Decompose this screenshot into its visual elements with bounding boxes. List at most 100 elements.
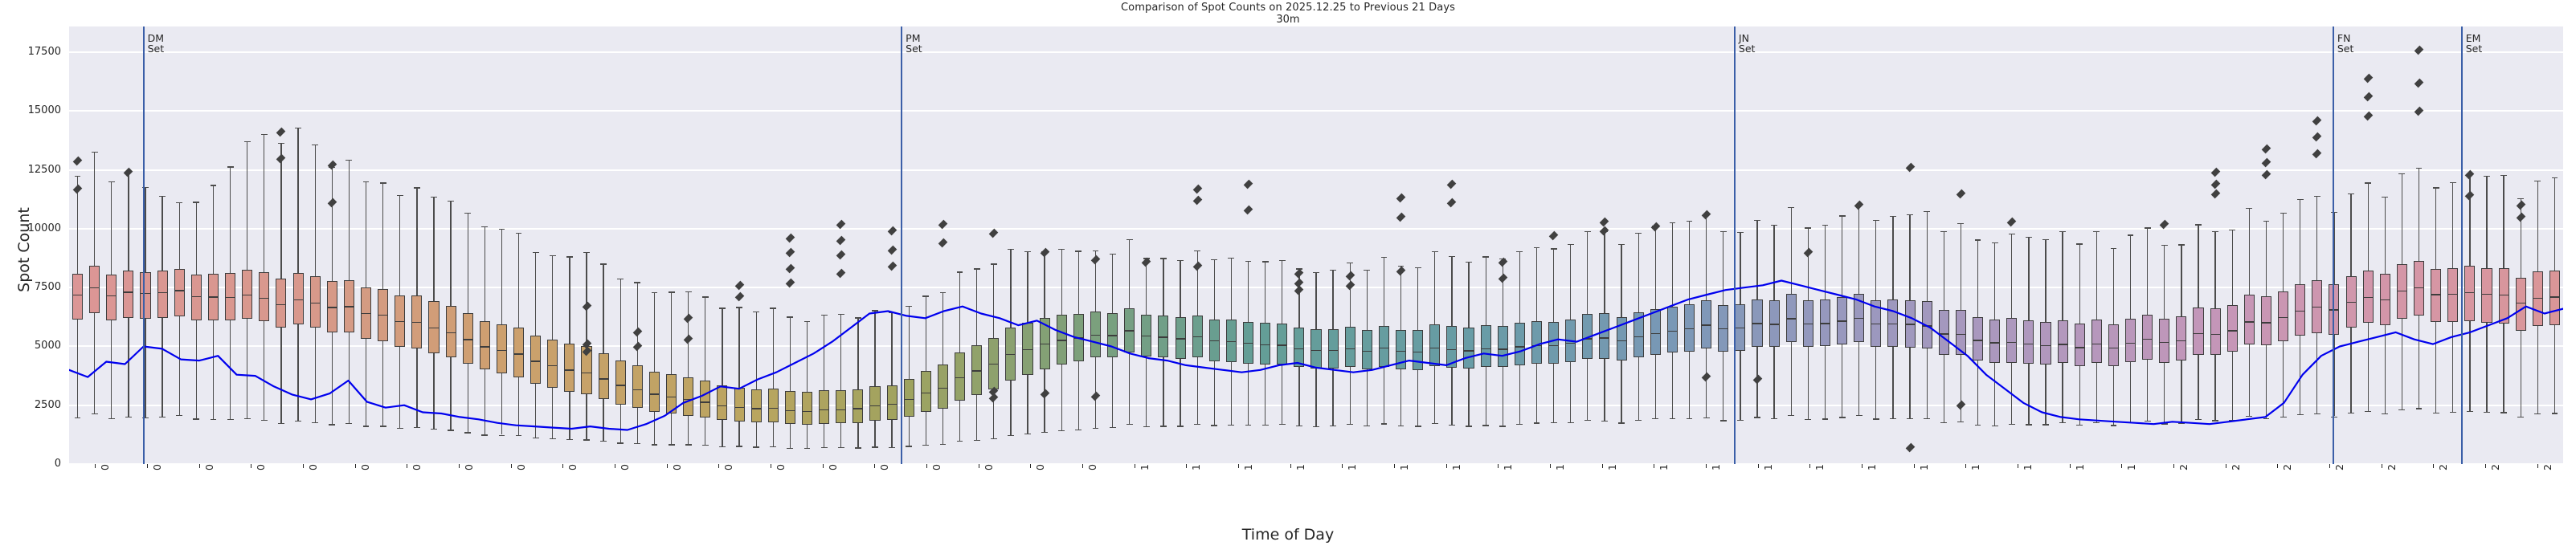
whisker-cap [1482,256,1490,258]
whisker-cap [1058,248,1065,250]
whisker-cap [295,420,301,422]
median-line [1854,317,1865,320]
x-tick-mark [2485,464,2486,468]
x-tick-mark [1601,464,1603,468]
x-tick-mark [2433,464,2435,468]
median-line [937,388,948,389]
whisker-cap [1618,422,1625,424]
x-tick-mark [147,464,148,468]
whisker-cap [2212,420,2219,422]
whisker-cap [1771,224,1778,226]
box [72,273,84,320]
box [462,313,473,364]
event-line-jn-set [1733,26,1736,464]
box [411,295,423,348]
box [530,336,542,384]
box [2464,266,2476,321]
box [937,365,948,409]
median-line [326,307,337,308]
median-line [292,299,304,301]
box [1718,305,1729,352]
box [801,392,813,425]
box [1938,310,1949,356]
median-line [1514,346,1525,348]
whisker-cap [1007,248,1014,250]
median-line [1480,348,1491,350]
whisker-cap [1974,424,1981,426]
whisker-cap [91,152,98,153]
whisker-cap [1092,427,1099,429]
whisker-cap [668,291,675,293]
median-line [360,313,372,315]
box [1989,319,2001,364]
whisker-cap [956,440,963,442]
whisker-cap [1957,222,1965,225]
whisker-cap [498,229,505,230]
median-line [2413,287,2425,288]
box [1650,309,1661,355]
box [2074,324,2085,366]
whisker-cap [1855,415,1862,417]
median-line [1344,348,1355,350]
whisker-cap [2177,422,2185,425]
whisker-cap [108,418,115,420]
whisker-cap [2466,410,2473,413]
whisker-cap [820,447,828,449]
box [903,378,914,417]
whisker-cap [685,444,692,446]
whisker-cap [1313,271,1319,274]
whisker-cap [617,442,624,444]
whisker-cap [1211,259,1218,261]
whisker-cap [1584,230,1591,233]
median-line [2379,299,2390,300]
median-line [2447,293,2459,295]
whisker-cap [1058,430,1065,432]
median-line [1005,353,1016,355]
box [2210,308,2221,355]
whisker-cap [227,419,234,421]
box-whisker [789,316,791,448]
median-line [683,398,694,401]
whisker-cap [973,268,980,270]
box [2481,267,2492,323]
whisker-cap [2263,417,2270,420]
box [157,271,168,318]
whisker-cap [600,263,607,265]
whisker-cap [1771,417,1778,420]
whisker-cap [1736,419,1744,422]
whisker-cap [260,133,268,135]
median-line [378,315,389,316]
whisker-cap [464,213,472,214]
x-tick-mark [1498,464,1499,468]
whisker-cap [1330,269,1337,271]
whisker-cap [2484,175,2490,177]
box [750,389,762,422]
whisker-cap [227,166,234,168]
median-line [632,389,643,390]
whisker-cap [2415,167,2423,169]
median-line [1090,334,1102,336]
whisker-cap [1194,250,1201,251]
median-line [2278,316,2289,319]
whisker-cap [1788,207,1795,209]
x-tick-mark [822,464,824,468]
event-label-jn-set: JN Set [1738,32,1756,55]
box [309,275,321,328]
box [2515,277,2526,331]
box [1785,294,1797,343]
gridline [69,227,2563,230]
whisker-cap [1075,250,1082,252]
box [2260,296,2271,346]
box [920,370,931,413]
median-line [1107,335,1118,336]
whisker-cap [498,434,505,436]
box [1260,323,1271,365]
median-line [1208,340,1220,342]
whisker-cap [651,291,658,294]
median-line [1599,337,1610,339]
whisker-cap [854,447,861,449]
box-whisker [772,308,774,447]
whisker-cap [1890,417,1896,420]
median-line [1277,344,1288,346]
